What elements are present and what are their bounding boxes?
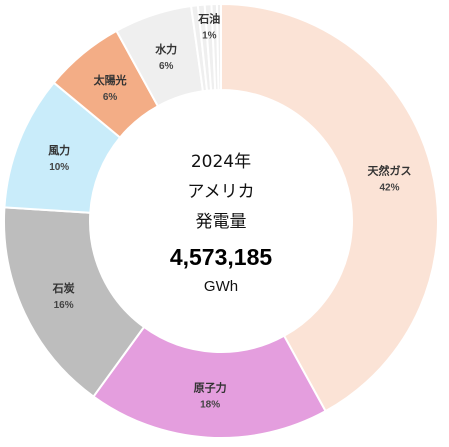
- center-total: 4,573,185: [170, 244, 273, 270]
- donut-slices: [3, 2, 440, 439]
- slice-label-水力: 水力: [155, 42, 177, 56]
- slice-labels: 天然ガス 42% 原子力 18% 石炭 16% 風力 10% 太陽光 6% 水力 6% 石油 1%: [48, 11, 411, 410]
- slice-label-石炭: 石炭: [52, 281, 75, 295]
- slice-label-風力: 風力: [48, 143, 70, 157]
- slice-label-原子力: 原子力: [194, 381, 227, 395]
- slice-label-太陽光: 太陽光: [93, 73, 127, 87]
- slice-天然ガス: [220, 2, 440, 413]
- slice-pct-石油: 1%: [202, 30, 217, 41]
- center-label-text: 発電量: [196, 212, 247, 232]
- slice-pct-天然ガス: 42%: [379, 183, 399, 194]
- slice-pct-風力: 10%: [49, 162, 69, 173]
- slice-pct-水力: 6%: [159, 61, 174, 72]
- center-country: アメリカ: [187, 182, 254, 202]
- slice-pct-石炭: 16%: [54, 300, 74, 311]
- slice-label-石油: 石油: [197, 11, 220, 25]
- slice-other-10: [215, 2, 222, 92]
- center-label: 2024年 アメリカ 発電量 4,573,185 GWh: [170, 152, 273, 295]
- slice-pct-太陽光: 6%: [103, 92, 118, 103]
- slice-pct-原子力: 18%: [200, 400, 220, 411]
- center-year: 2024年: [191, 152, 251, 172]
- center-unit: GWh: [204, 278, 238, 295]
- slice-label-天然ガス: 天然ガス: [368, 164, 412, 178]
